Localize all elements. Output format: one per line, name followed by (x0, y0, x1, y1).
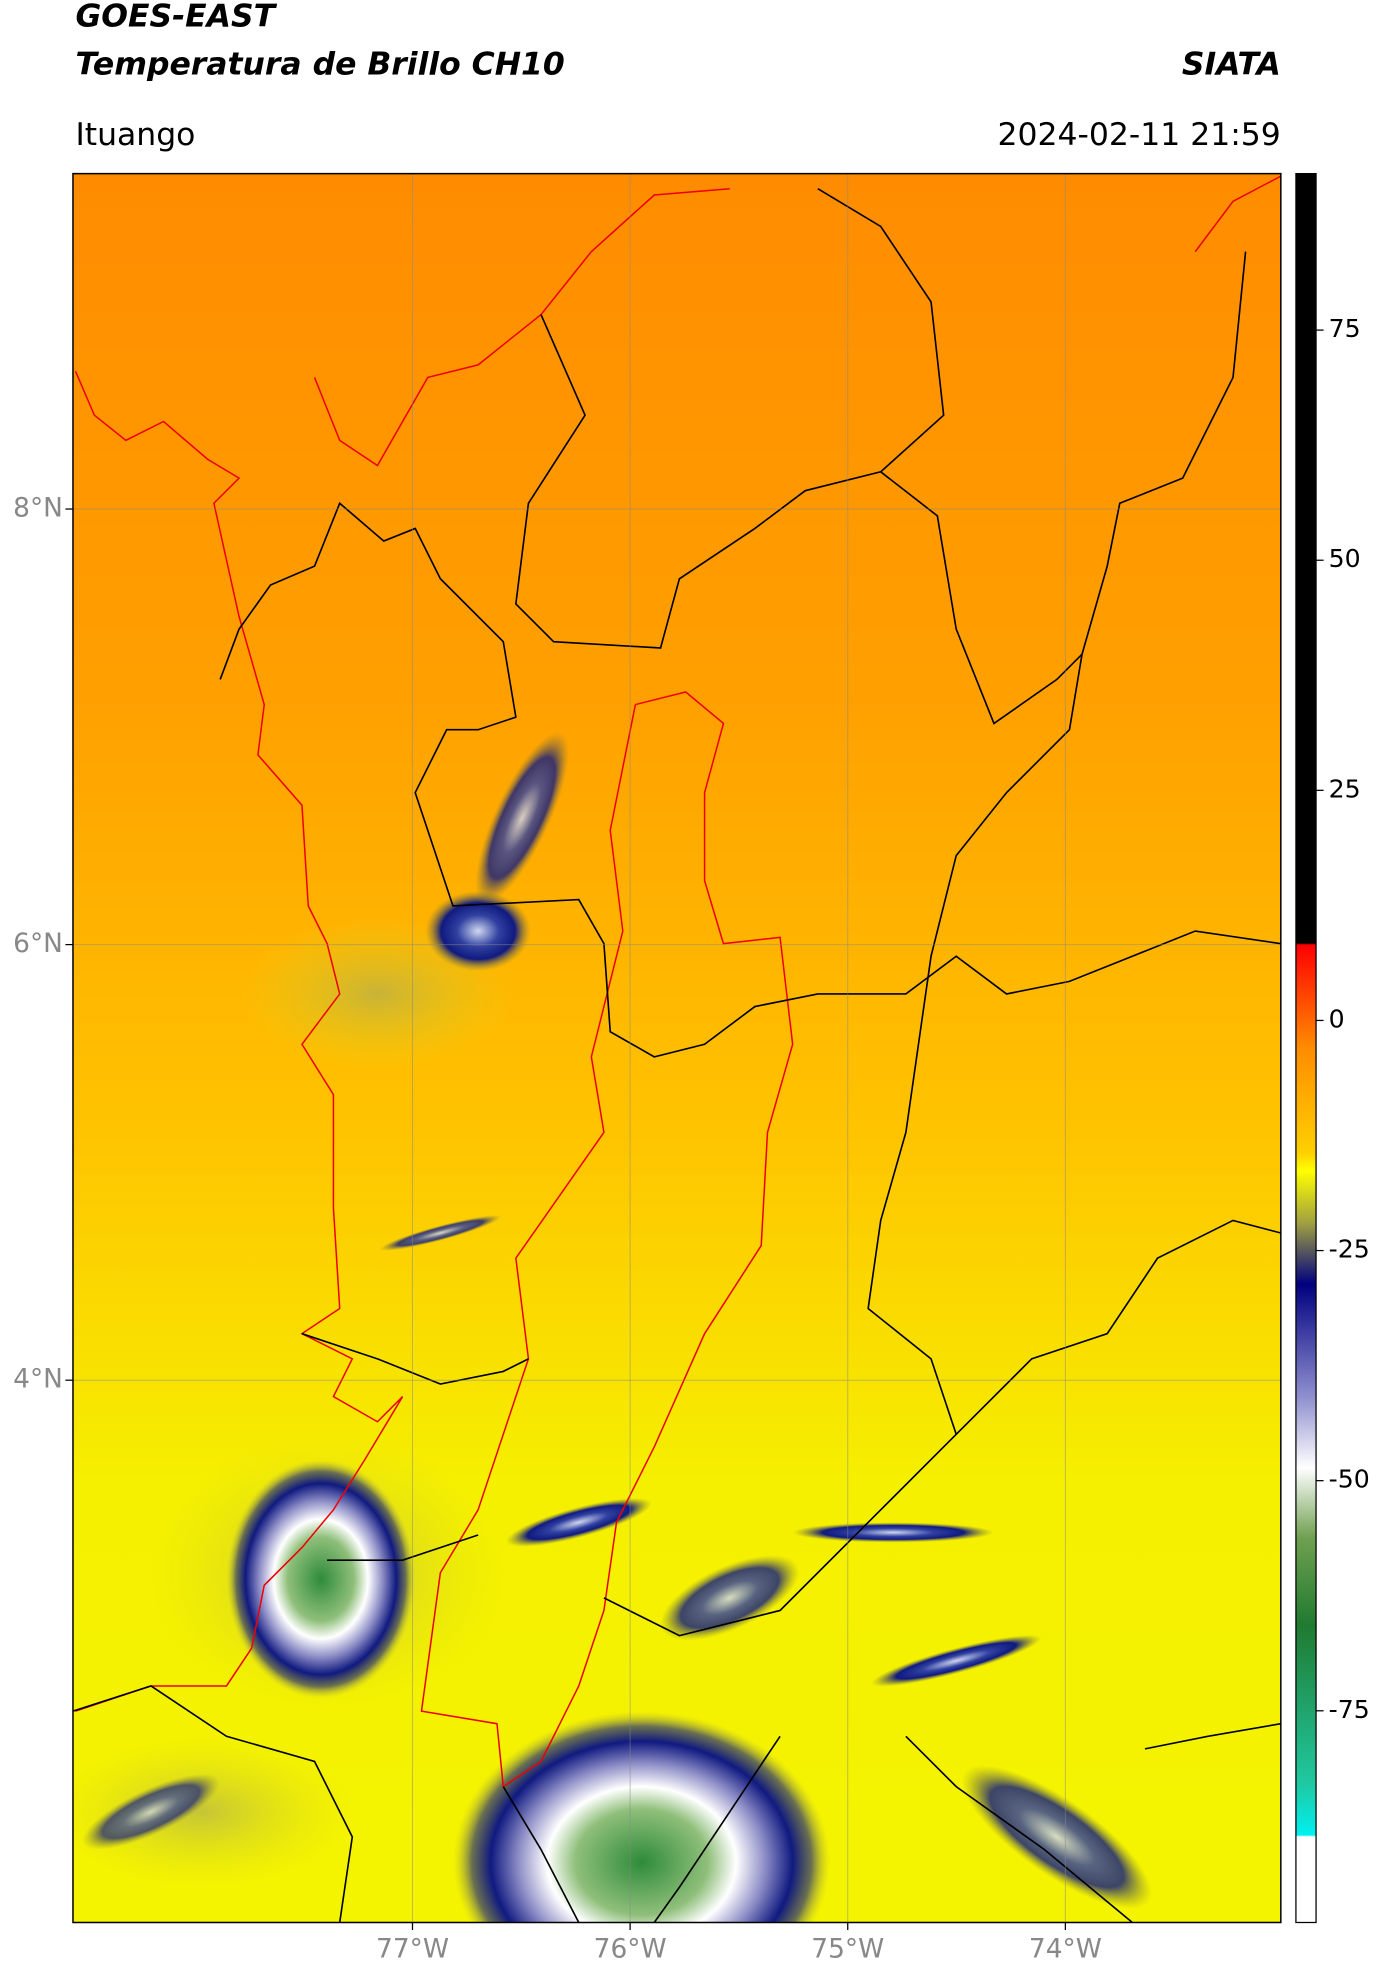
x-tick-label: 76°W (594, 1934, 667, 1965)
colorbar-tick-label: 50 (1329, 544, 1361, 573)
colorbar-tick-label: -75 (1329, 1695, 1370, 1724)
colorbar-tick-label: -50 (1329, 1465, 1370, 1494)
x-tick-label: 74°W (1029, 1934, 1102, 1965)
y-tick-label: 6°N (13, 928, 63, 959)
title: GOES-EAST (75, 0, 277, 35)
source: SIATA (1182, 46, 1281, 82)
colorbar (1295, 172, 1317, 1924)
x-tick-label: 75°W (811, 1934, 884, 1965)
colorbar-tick-label: 0 (1329, 1004, 1345, 1033)
colorbar-tick-label: 25 (1329, 774, 1361, 803)
grid (72, 173, 1281, 1923)
colorbar-tick-label: 75 (1329, 314, 1361, 343)
location: Ituango (75, 117, 195, 153)
x-tick-label: 77°W (376, 1934, 449, 1965)
map-frame (72, 172, 1282, 1924)
y-tick-label: 4°N (13, 1364, 63, 1395)
map-image (72, 173, 1281, 1923)
datetime: 2024-02-11 21:59 (998, 117, 1281, 153)
colorbar-tick-label: -25 (1329, 1235, 1370, 1264)
y-tick-label: 8°N (13, 493, 63, 524)
subtitle: Temperatura de Brillo CH10 (75, 46, 564, 82)
